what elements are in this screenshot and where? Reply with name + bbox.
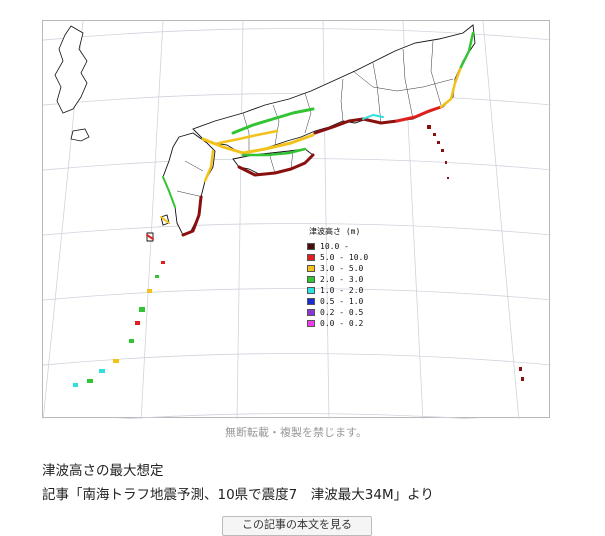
map-legend: 津波高さ (m) 10.0 - 5.0 - 10.0 3.0 - 5.0 2.0…: [307, 226, 407, 329]
legend-label: 10.0 -: [320, 242, 349, 251]
legend-label: 0.2 - 0.5: [320, 308, 364, 317]
legend-item: 10.0 -: [307, 241, 407, 252]
legend-swatch: [307, 254, 315, 261]
legend-item: 0.0 - 0.2: [307, 318, 407, 329]
legend-swatch: [307, 276, 315, 283]
japan-mainland: [146, 24, 476, 242]
korea-outline: [54, 25, 90, 142]
nansei-islands: [73, 261, 165, 387]
offshore-islands: [427, 125, 524, 381]
legend-item: 0.5 - 1.0: [307, 296, 407, 307]
caption-title: 津波高さの最大想定: [42, 463, 164, 479]
legend-title: 津波高さ (m): [309, 227, 361, 236]
legend-label: 5.0 - 10.0: [320, 253, 369, 262]
legend-item: 5.0 - 10.0: [307, 252, 407, 263]
legend-swatch: [307, 309, 315, 316]
legend-label: 1.0 - 2.0: [320, 286, 364, 295]
tsunami-map: 津波高さ (m) 10.0 - 5.0 - 10.0 3.0 - 5.0 2.0…: [42, 20, 551, 419]
legend-item: 1.0 - 2.0: [307, 285, 407, 296]
legend-label: 2.0 - 3.0: [320, 275, 364, 284]
legend-swatch: [307, 265, 315, 272]
legend-swatch: [307, 298, 315, 305]
legend-label: 3.0 - 5.0: [320, 264, 364, 273]
legend-item: 3.0 - 5.0: [307, 263, 407, 274]
legend-swatch: [307, 320, 315, 327]
legend-swatch: [307, 243, 315, 250]
graticule: [43, 21, 551, 419]
prefecture-borders: [176, 40, 454, 198]
read-article-button[interactable]: この記事の本文を見る: [222, 516, 372, 536]
legend-swatch: [307, 287, 315, 294]
legend-label: 0.0 - 0.2: [320, 319, 364, 328]
legend-item: 2.0 - 3.0: [307, 274, 407, 285]
map-canvas: [43, 21, 551, 419]
caption-source: 記事「南海トラフ地震予測、10県で震度7 津波最大34M」より: [42, 487, 434, 503]
copyright-notice: 無断転載・複製を禁じます。: [225, 426, 367, 439]
tsunami-coast: [146, 31, 475, 240]
legend-item: 0.2 - 0.5: [307, 307, 407, 318]
legend-label: 0.5 - 1.0: [320, 297, 364, 306]
